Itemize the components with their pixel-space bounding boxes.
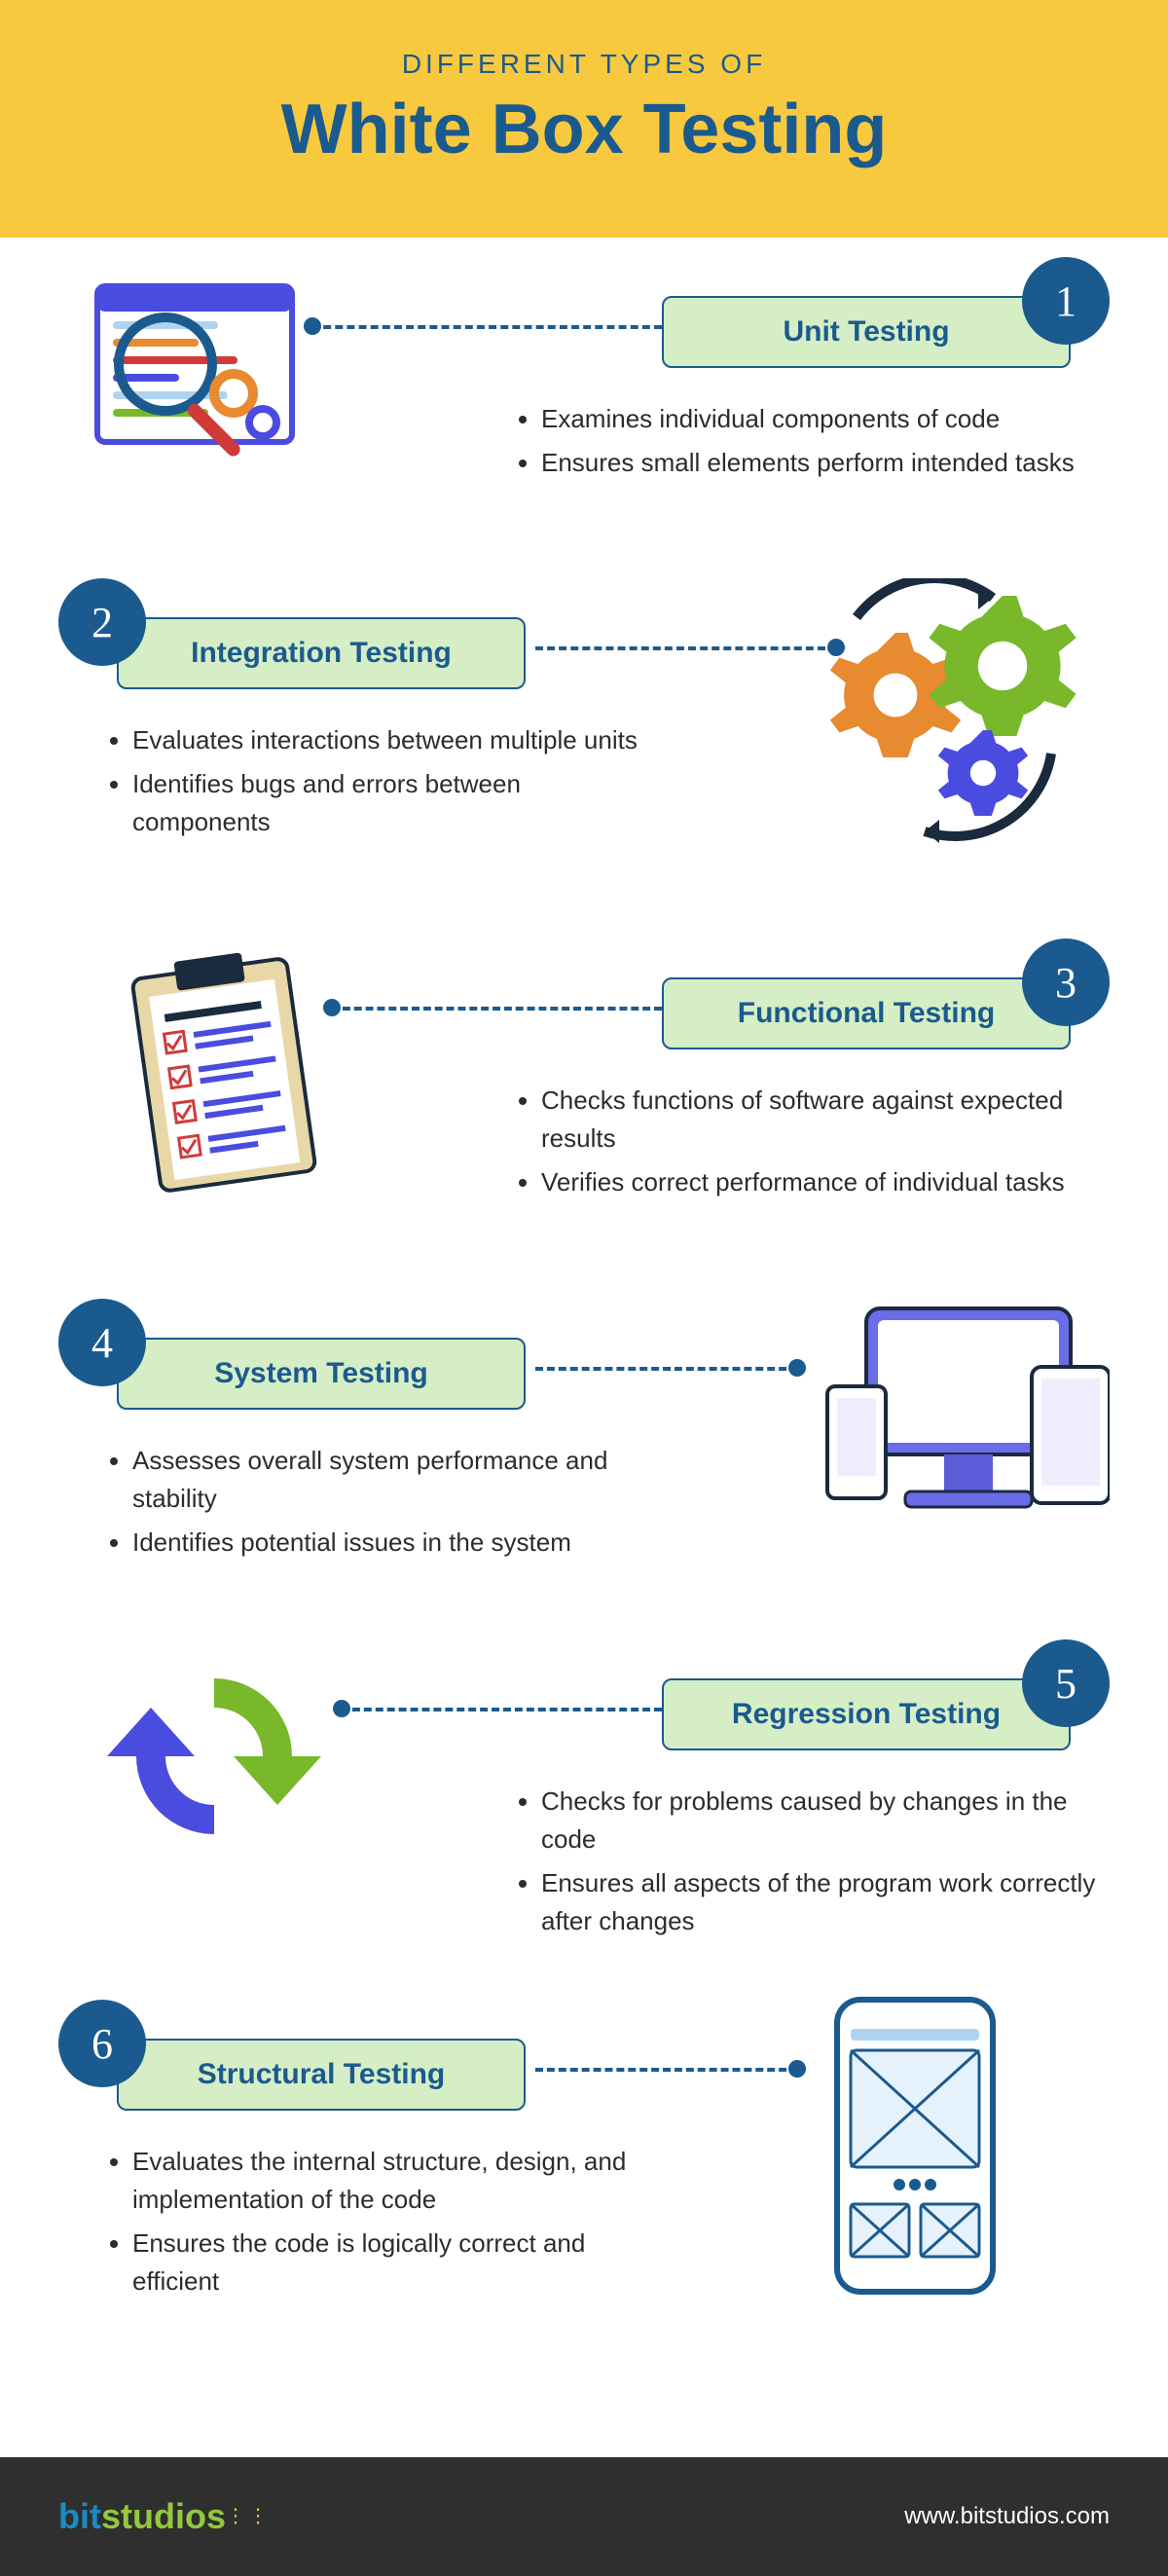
footer-url: www.bitstudios.com xyxy=(904,2503,1110,2530)
connector-dot xyxy=(304,317,321,335)
clipboard-icon xyxy=(117,938,331,1211)
number-badge: 2 xyxy=(58,578,146,666)
connector-dot xyxy=(323,999,341,1016)
cycle-arrows-icon xyxy=(88,1639,341,1873)
connector xyxy=(535,1367,798,1371)
header-title: White Box Testing xyxy=(19,90,1149,169)
title-pill: Structural Testing xyxy=(117,2039,526,2111)
bullet: Checks for problems caused by changes in… xyxy=(541,1780,1100,1861)
connector-dot xyxy=(788,1359,806,1377)
section-title: Integration Testing xyxy=(191,637,452,669)
bullets: Checks functions of software against exp… xyxy=(516,1079,1100,1204)
logo-part2: studios xyxy=(101,2496,226,2536)
section-unit-testing: Unit Testing 1 Examines individual compo… xyxy=(58,276,1110,530)
section-structural-testing: Structural Testing 6 Evaluates the inter… xyxy=(58,2019,1110,2331)
section-integration-testing: Integration Testing 2 Evaluates interact… xyxy=(58,598,1110,890)
logo-dots-icon: ⋮⋮ xyxy=(226,2506,271,2527)
bullet: Identifies potential issues in the syste… xyxy=(132,1521,652,1564)
connector xyxy=(311,325,662,329)
bullet: Assesses overall system performance and … xyxy=(132,1439,652,1521)
connector xyxy=(331,1007,662,1011)
number-badge: 1 xyxy=(1022,257,1110,345)
connector-dot xyxy=(333,1700,350,1717)
bullet: Ensures the code is logically correct an… xyxy=(132,2222,652,2303)
connector-dot xyxy=(827,639,845,656)
bullets: Assesses overall system performance and … xyxy=(107,1439,652,1564)
number-badge: 4 xyxy=(58,1299,146,1386)
bullet: Verifies correct performance of individu… xyxy=(541,1160,1100,1204)
section-title: Unit Testing xyxy=(783,315,949,348)
bullet: Evaluates interactions between multiple … xyxy=(132,718,652,762)
connector xyxy=(341,1708,662,1711)
title-pill: System Testing xyxy=(117,1338,526,1410)
connector xyxy=(535,646,837,650)
gears-icon xyxy=(798,578,1090,851)
section-title: System Testing xyxy=(214,1357,428,1389)
title-pill: Regression Testing xyxy=(662,1678,1071,1750)
footer-logo: bitstudios⋮⋮ xyxy=(58,2496,271,2537)
title-pill: Functional Testing xyxy=(662,977,1071,1049)
section-functional-testing: Functional Testing 3 Checks functions of… xyxy=(58,958,1110,1250)
section-regression-testing: Regression Testing 5 Checks for problems… xyxy=(58,1659,1110,1951)
title-pill: Unit Testing xyxy=(662,296,1071,368)
bullet: Examines individual components of code xyxy=(541,397,1100,441)
header: DIFFERENT TYPES OF White Box Testing xyxy=(0,0,1168,238)
section-title: Regression Testing xyxy=(732,1698,1001,1730)
number-badge: 3 xyxy=(1022,938,1110,1026)
bullets: Examines individual components of code E… xyxy=(516,397,1100,485)
section-title: Functional Testing xyxy=(738,997,995,1029)
footer: bitstudios⋮⋮ www.bitstudios.com xyxy=(0,2457,1168,2576)
header-subtitle: DIFFERENT TYPES OF xyxy=(19,49,1149,80)
content: Unit Testing 1 Examines individual compo… xyxy=(0,238,1168,2457)
title-pill: Integration Testing xyxy=(117,617,526,689)
bullet: Identifies bugs and errors between compo… xyxy=(132,762,652,844)
devices-icon xyxy=(798,1289,1110,1542)
connector xyxy=(535,2068,798,2072)
connector-dot xyxy=(788,2060,806,2078)
number-badge: 5 xyxy=(1022,1639,1110,1727)
logo-part1: bit xyxy=(58,2496,101,2536)
bullet: Ensures all aspects of the program work … xyxy=(541,1861,1100,1943)
bullet: Ensures small elements perform intended … xyxy=(541,441,1100,485)
section-system-testing: System Testing 4 Assesses overall system… xyxy=(58,1318,1110,1591)
bullet: Evaluates the internal structure, design… xyxy=(132,2140,652,2222)
wireframe-icon xyxy=(798,1990,1032,2301)
bullet: Checks functions of software against exp… xyxy=(541,1079,1100,1160)
bullets: Evaluates interactions between multiple … xyxy=(107,718,652,844)
section-title: Structural Testing xyxy=(198,2058,445,2090)
bullets: Checks for problems caused by changes in… xyxy=(516,1780,1100,1943)
bullets: Evaluates the internal structure, design… xyxy=(107,2140,652,2303)
magnifier-code-icon xyxy=(78,267,311,481)
number-badge: 6 xyxy=(58,2000,146,2087)
